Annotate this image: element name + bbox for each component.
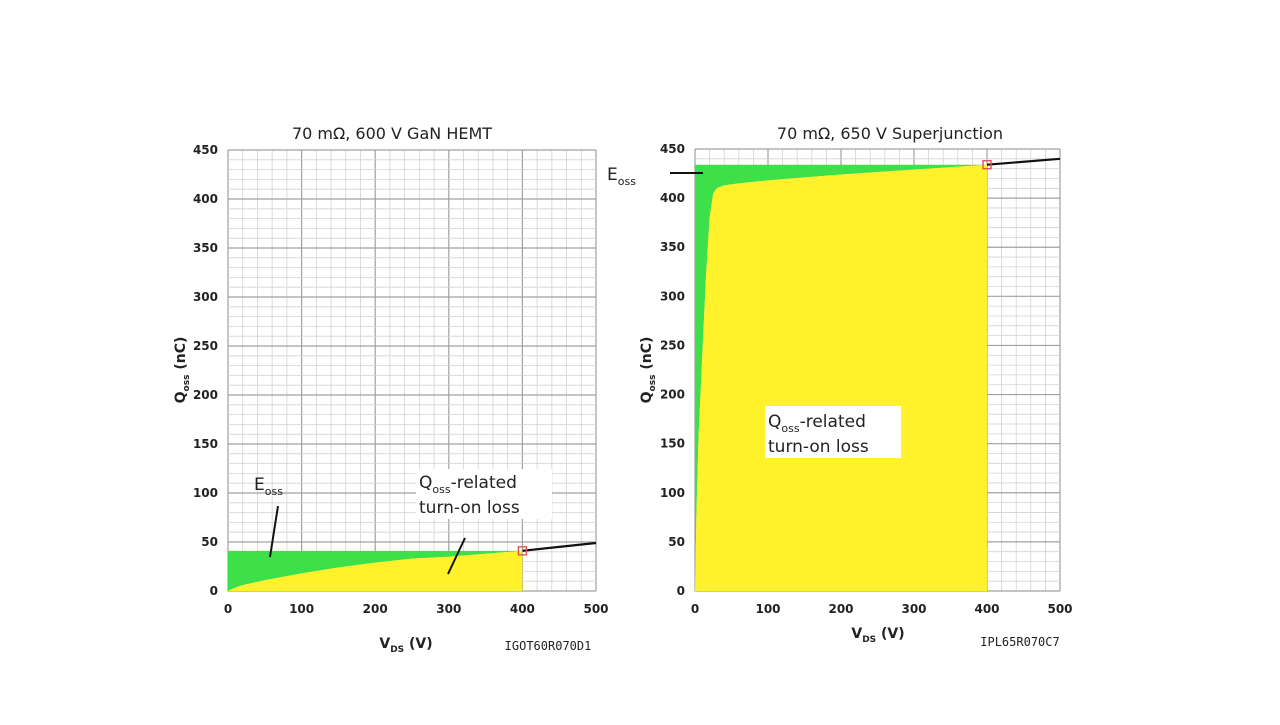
operating-point-marker	[517, 546, 528, 556]
x-tick-label: 500	[1047, 602, 1072, 616]
plot-grid	[227, 149, 597, 592]
superjunction-chart: 70 mΩ, 650 V Superjunction 0 50 100 150 200 2…	[604, 124, 1073, 649]
qoss-area	[228, 550, 523, 591]
y-tick-label: 50	[668, 535, 685, 549]
eoss-pointer-line	[269, 505, 279, 558]
y-tick-label: 0	[210, 584, 218, 598]
qoss-label-bg	[765, 406, 901, 458]
x-tick-labels: 0 100 200 300 400 500	[224, 602, 609, 616]
y-tick-label: 150	[660, 437, 685, 451]
y-tick-label: 100	[193, 486, 218, 500]
x-tick-label: 300	[436, 602, 461, 616]
qoss-area	[695, 164, 987, 591]
y-tick-label: 100	[660, 486, 685, 500]
y-tick-label: 200	[193, 388, 218, 402]
x-tick-label: 200	[828, 602, 853, 616]
eoss-area	[228, 550, 523, 591]
x-tick-label: 500	[583, 602, 608, 616]
chart-title: 70 mΩ, 650 V Superjunction	[777, 124, 1003, 143]
y-tick-label: 400	[193, 192, 218, 206]
y-tick-label: 150	[193, 437, 218, 451]
y-tick-label: 50	[201, 535, 218, 549]
y-axis-label: Qoss (nC)	[173, 337, 192, 404]
eoss-label: Eoss	[254, 475, 283, 498]
x-tick-label: 0	[224, 602, 232, 616]
x-tick-label: 400	[510, 602, 535, 616]
y-tick-label: 350	[660, 240, 685, 254]
chart-title: 70 mΩ, 600 V GaN HEMT	[292, 124, 492, 143]
y-tick-labels: 0 50 100 150 200 250 300 350 400 450	[660, 142, 685, 598]
x-tick-label: 100	[289, 602, 314, 616]
y-tick-labels: 0 50 100 150 200 250 300 350 400 450	[193, 143, 218, 598]
y-tick-label: 250	[660, 338, 685, 352]
x-axis-label: VDS (V)	[379, 636, 432, 655]
y-tick-label: 450	[193, 143, 218, 157]
y-tick-label: 350	[193, 241, 218, 255]
y-tick-label: 450	[660, 142, 685, 156]
qoss-label-line2: turn-on loss	[419, 498, 520, 518]
x-tick-label: 400	[974, 602, 999, 616]
qoss-curve	[986, 157, 1061, 166]
x-axis-label: VDS (V)	[851, 626, 904, 645]
x-tick-label: 0	[691, 602, 699, 616]
y-tick-label: 0	[677, 584, 685, 598]
gan-hemt-chart: 70 mΩ, 600 V GaN HEMT 0 50 100 150 200 250 300…	[173, 124, 609, 655]
plot-background	[228, 150, 596, 591]
y-tick-label: 200	[660, 388, 685, 402]
y-tick-label: 300	[193, 290, 218, 304]
y-tick-label: 300	[660, 289, 685, 303]
qoss-label-line1: Qoss-related	[768, 412, 866, 435]
qoss-label-line2: turn-on loss	[768, 437, 869, 457]
eoss-label-bg	[604, 160, 652, 190]
eoss-label: Eoss	[607, 165, 636, 188]
qoss-pointer-line	[447, 537, 466, 575]
y-tick-label: 400	[660, 191, 685, 205]
x-tick-label: 200	[363, 602, 388, 616]
qoss-label-line1: Qoss-related	[419, 473, 517, 496]
y-tick-label: 250	[193, 339, 218, 353]
x-tick-label: 100	[755, 602, 780, 616]
operating-point-marker	[982, 160, 992, 170]
qoss-label-bg	[416, 469, 552, 519]
y-axis-label: Qoss (nC)	[639, 337, 658, 404]
qoss-curve	[522, 541, 597, 552]
part-number: IPL65R070C7	[980, 635, 1059, 649]
x-tick-label: 300	[901, 602, 926, 616]
x-tick-labels: 0 100 200 300 400 500	[691, 602, 1073, 616]
part-number: IGOT60R070D1	[505, 639, 592, 653]
